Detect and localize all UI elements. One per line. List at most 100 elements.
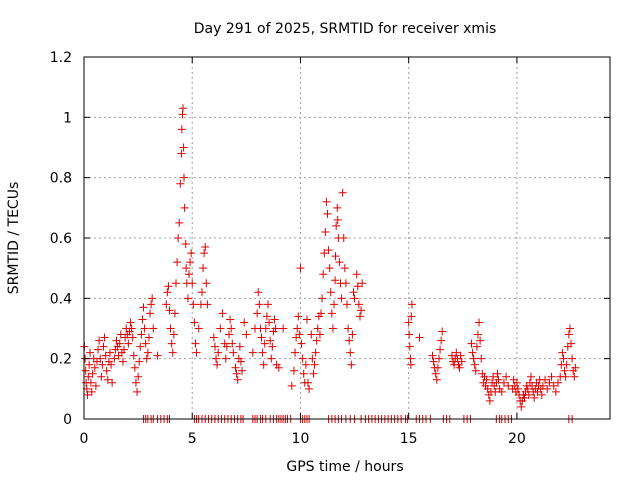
y-tick-labels: 0 0.2 0.4 0.6 0.8 1 1.2 bbox=[50, 50, 72, 428]
data-point bbox=[279, 324, 288, 333]
data-point bbox=[115, 339, 124, 348]
data-point bbox=[218, 309, 227, 318]
y-tick-label: 0.4 bbox=[50, 291, 72, 307]
data-point bbox=[287, 381, 296, 390]
data-point bbox=[318, 294, 327, 303]
data-point bbox=[169, 330, 178, 339]
data-point bbox=[434, 354, 443, 363]
data-point bbox=[88, 369, 97, 378]
data-point bbox=[98, 360, 107, 369]
data-point bbox=[274, 363, 283, 372]
x-tick-label: 15 bbox=[400, 431, 418, 447]
data-point bbox=[333, 203, 342, 212]
data-point bbox=[188, 279, 197, 288]
data-point bbox=[543, 384, 552, 393]
data-point bbox=[162, 300, 171, 309]
data-point bbox=[309, 369, 318, 378]
data-point bbox=[99, 342, 108, 351]
data-point bbox=[255, 300, 264, 309]
chart-title: Day 291 of 2025, SRMTID for receiver xmi… bbox=[194, 21, 497, 37]
data-point bbox=[344, 324, 353, 333]
data-point bbox=[181, 240, 190, 249]
data-point bbox=[258, 348, 267, 357]
data-point bbox=[225, 330, 234, 339]
data-point bbox=[499, 378, 508, 387]
data-point bbox=[97, 372, 106, 381]
data-point bbox=[183, 294, 192, 303]
data-point bbox=[186, 258, 195, 267]
data-point bbox=[179, 143, 188, 152]
data-point bbox=[102, 366, 111, 375]
data-point bbox=[293, 324, 302, 333]
x-tick-label: 5 bbox=[188, 431, 197, 447]
x-tick-label: 10 bbox=[292, 431, 310, 447]
x-tick-labels: 0 5 10 15 20 bbox=[80, 431, 526, 447]
y-tick-label: 0 bbox=[63, 412, 72, 428]
data-point bbox=[468, 348, 477, 357]
data-point bbox=[485, 396, 494, 405]
data-point bbox=[537, 390, 546, 399]
data-point bbox=[551, 387, 560, 396]
data-point bbox=[270, 315, 279, 324]
data-point bbox=[341, 279, 350, 288]
data-point bbox=[297, 339, 306, 348]
data-point bbox=[231, 363, 240, 372]
data-point bbox=[262, 312, 271, 321]
data-point bbox=[497, 387, 506, 396]
data-point bbox=[136, 342, 145, 351]
data-point bbox=[91, 381, 100, 390]
data-point bbox=[144, 333, 153, 342]
data-point bbox=[457, 357, 466, 366]
data-point bbox=[312, 336, 321, 345]
data-point bbox=[347, 360, 356, 369]
data-point bbox=[554, 378, 563, 387]
data-point bbox=[100, 333, 109, 342]
y-tick-label: 0.6 bbox=[50, 231, 72, 247]
data-point bbox=[523, 384, 532, 393]
data-point bbox=[291, 348, 300, 357]
data-point bbox=[268, 342, 277, 351]
data-point bbox=[405, 330, 414, 339]
data-point bbox=[338, 188, 347, 197]
data-point bbox=[197, 288, 206, 297]
data-point bbox=[105, 348, 114, 357]
data-point bbox=[335, 258, 344, 267]
data-point bbox=[512, 378, 521, 387]
data-point bbox=[201, 243, 210, 252]
data-point bbox=[304, 378, 313, 387]
data-point bbox=[331, 276, 340, 285]
data-point bbox=[87, 387, 96, 396]
data-point bbox=[236, 357, 245, 366]
data-point bbox=[299, 369, 308, 378]
data-point bbox=[494, 375, 503, 384]
data-point bbox=[177, 125, 186, 134]
data-point bbox=[138, 315, 147, 324]
data-point bbox=[320, 249, 329, 258]
data-point bbox=[134, 372, 143, 381]
data-point bbox=[257, 333, 266, 342]
data-point bbox=[153, 351, 162, 360]
data-point bbox=[199, 264, 208, 273]
data-point bbox=[562, 360, 571, 369]
y-tick-label: 0.8 bbox=[50, 171, 72, 187]
data-point bbox=[437, 336, 446, 345]
data-point bbox=[142, 354, 151, 363]
data-point bbox=[310, 360, 319, 369]
data-point bbox=[352, 270, 361, 279]
data-point bbox=[349, 288, 358, 297]
data-point bbox=[139, 303, 148, 312]
data-point bbox=[210, 342, 219, 351]
data-point bbox=[238, 366, 247, 375]
data-point bbox=[493, 369, 502, 378]
data-point bbox=[567, 339, 576, 348]
data-point bbox=[332, 221, 341, 230]
data-point bbox=[263, 300, 272, 309]
data-point bbox=[101, 351, 110, 360]
data-point bbox=[407, 312, 416, 321]
data-point bbox=[571, 363, 580, 372]
data-point bbox=[432, 375, 441, 384]
data-point bbox=[259, 360, 268, 369]
data-point bbox=[428, 351, 437, 360]
data-point bbox=[477, 354, 486, 363]
